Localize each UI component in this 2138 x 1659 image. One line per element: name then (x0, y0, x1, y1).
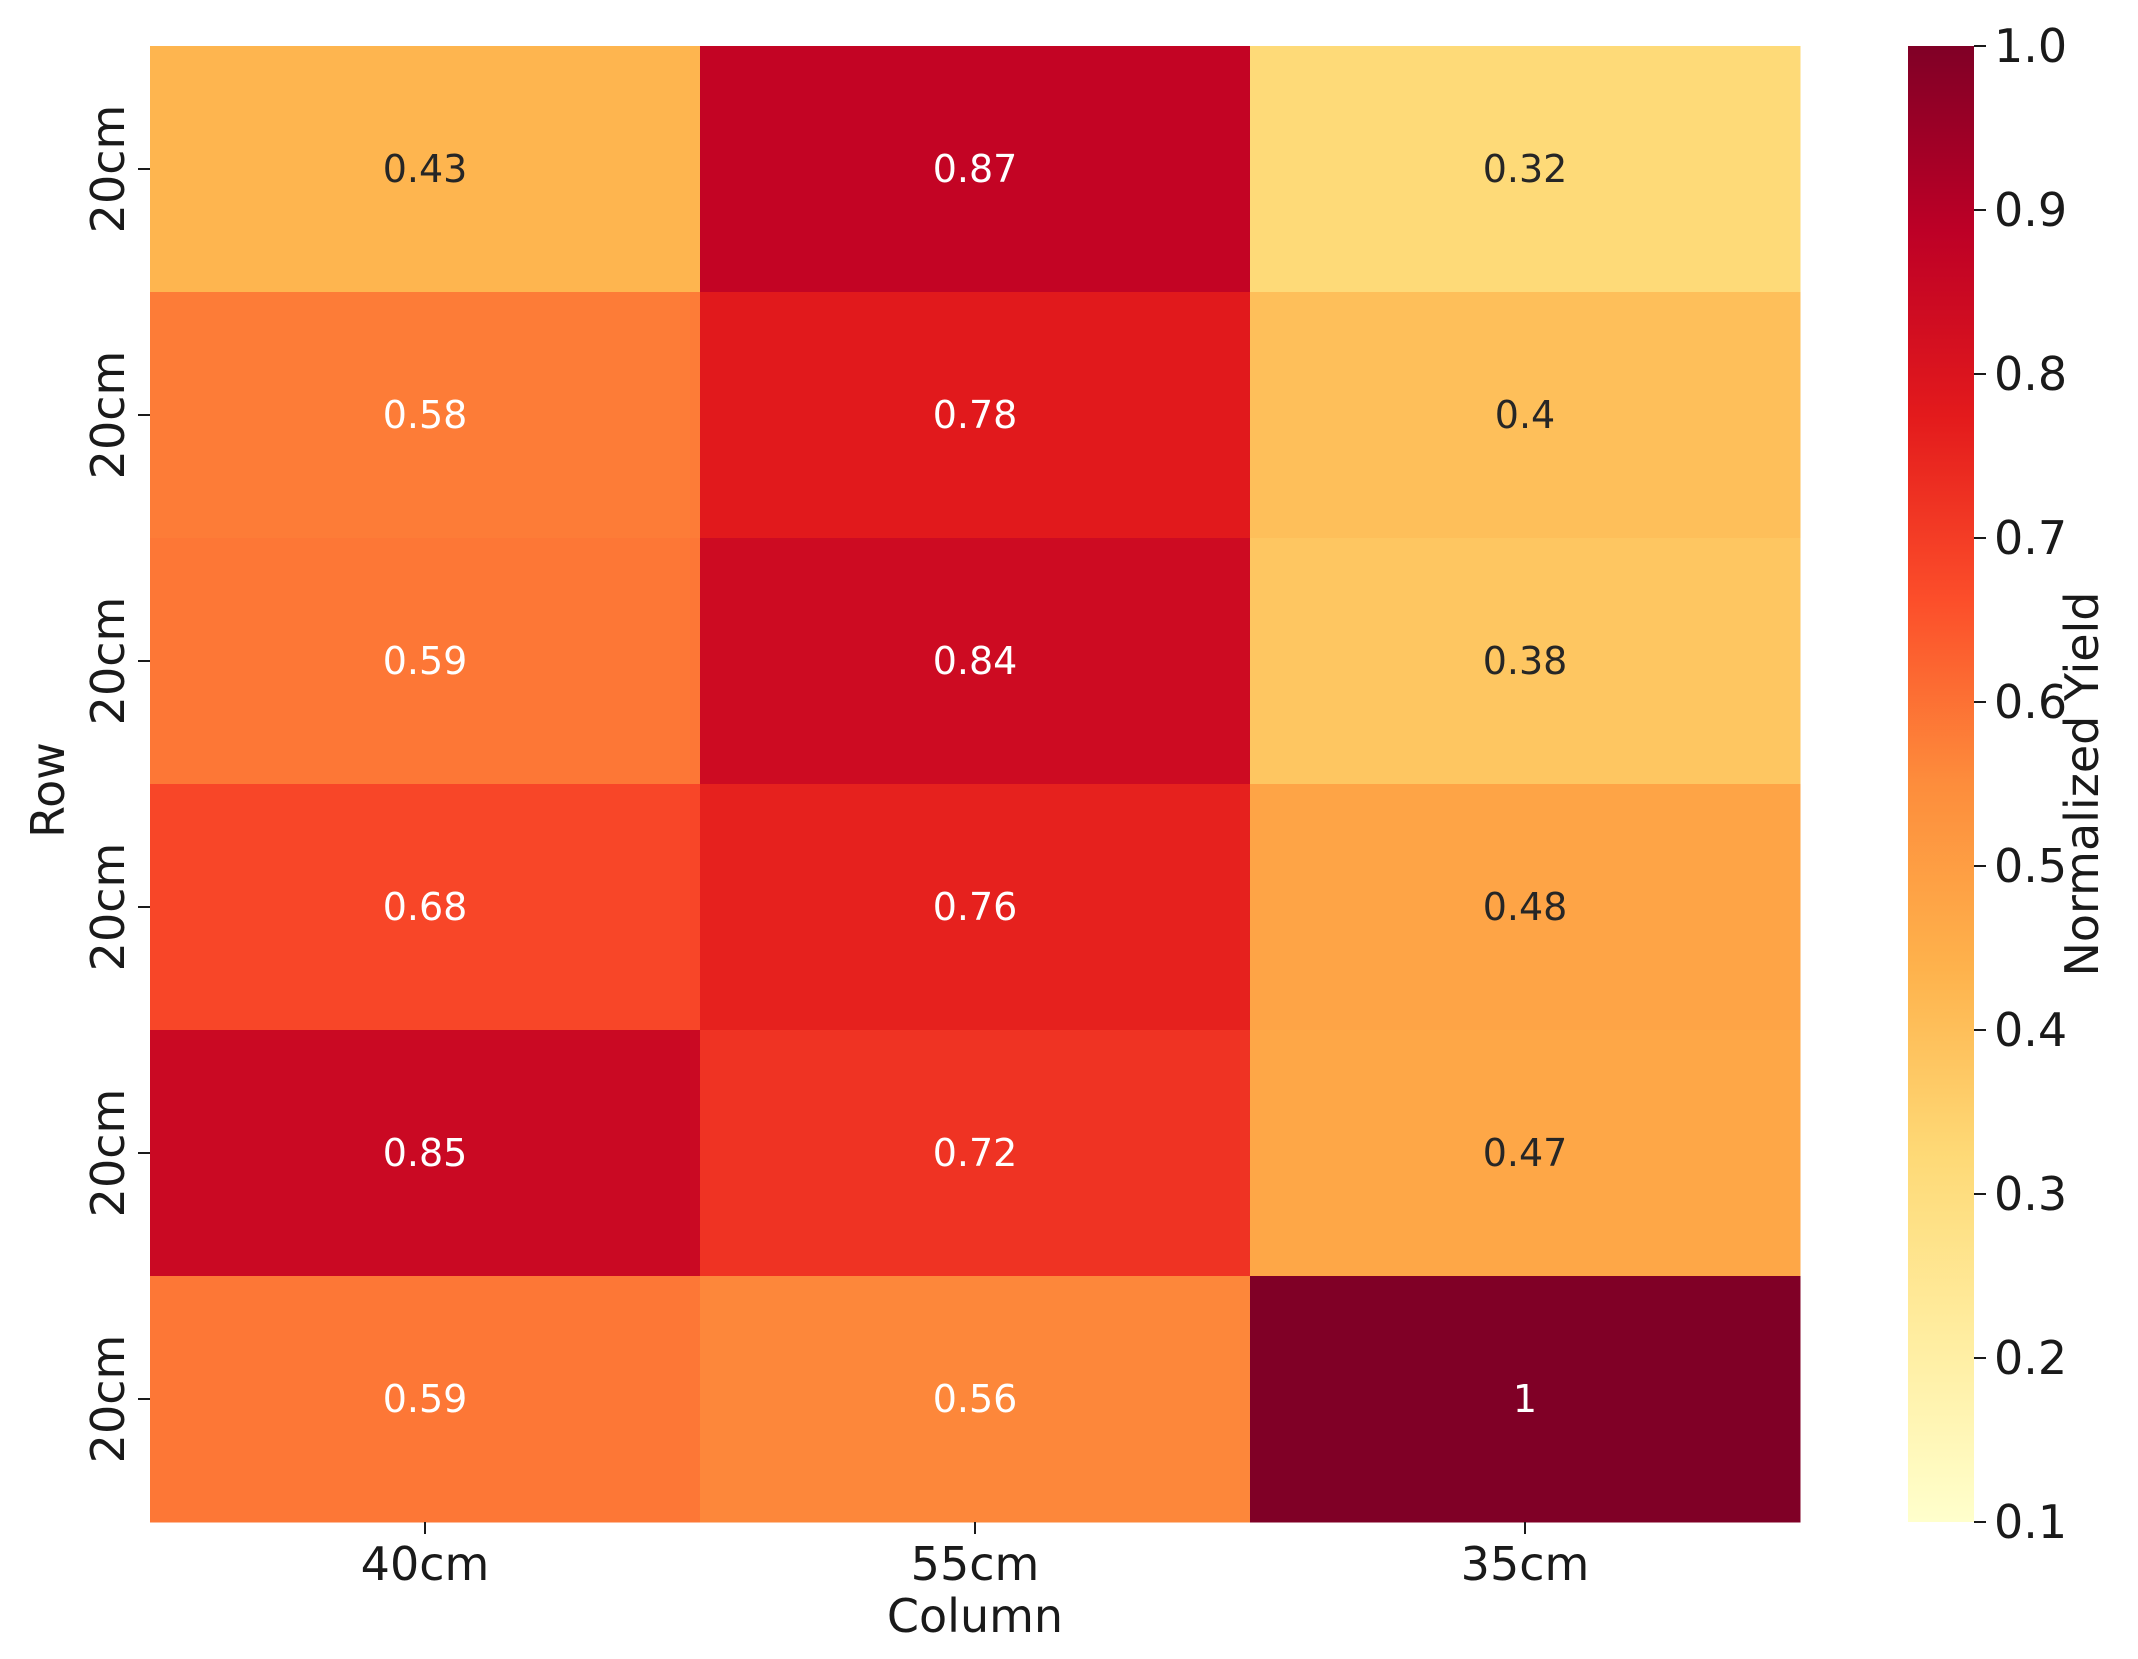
colorbar-axis: 0.1 0.2 0.3 0.4 0.5 0.6 0.7 0.8 0.9 1.0 (1974, 19, 2067, 1549)
heatmap-cell (1250, 538, 1801, 785)
cell-value-label: 0.56 (933, 1377, 1018, 1421)
heatmap-cell (700, 1030, 1251, 1277)
cell-value-label: 1 (1513, 1377, 1537, 1421)
heatmap-cell (700, 46, 1251, 293)
cell-value-label: 0.76 (933, 885, 1018, 929)
cell-value-label: 0.43 (383, 147, 468, 191)
heatmap-cell (150, 538, 701, 785)
heatmap-cell (700, 292, 1251, 539)
cell-value-label: 0.59 (383, 639, 468, 683)
cell-value-label: 0.68 (383, 885, 468, 929)
y-axis: 20cm 20cm 20cm 20cm 20cm 20cm (81, 105, 150, 1464)
x-tick-label: 55cm (911, 1537, 1040, 1591)
heatmap-cell (1250, 1030, 1801, 1277)
colorbar-tick-label: 0.2 (1994, 1331, 2067, 1385)
heatmap-cells (150, 46, 1801, 1523)
colorbar-tick-label: 0.1 (1994, 1495, 2067, 1549)
y-axis-label: Row (21, 742, 75, 838)
cell-value-label: 0.78 (933, 393, 1018, 437)
cell-value-label: 0.85 (383, 1131, 468, 1175)
heatmap-cell (1250, 46, 1801, 293)
cell-value-label: 0.59 (383, 1377, 468, 1421)
cell-value-label: 0.48 (1483, 885, 1568, 929)
heatmap-cell (1250, 292, 1801, 539)
colorbar-tick-label: 0.5 (1994, 839, 2067, 893)
cell-value-label: 0.58 (383, 393, 468, 437)
cell-value-label: 0.87 (933, 147, 1018, 191)
y-tick-label: 20cm (81, 1335, 135, 1464)
cell-value-label: 0.84 (933, 639, 1018, 683)
y-tick-label: 20cm (81, 843, 135, 972)
x-axis-label: Column (887, 1589, 1063, 1643)
y-tick-label: 20cm (81, 1089, 135, 1218)
heatmap-cell (150, 1276, 701, 1523)
cell-value-label: 0.32 (1483, 147, 1568, 191)
heatmap-cell (1250, 1276, 1801, 1523)
heatmap-cell (700, 784, 1251, 1031)
cell-annotations: 0.43 0.87 0.32 0.58 0.78 0.4 0.59 0.84 0.38 0.68 0… (383, 147, 1568, 1421)
heatmap-cell (700, 538, 1251, 785)
colorbar-tick-label: 0.8 (1994, 347, 2067, 401)
x-tick-label: 40cm (361, 1537, 490, 1591)
colorbar-tick-label: 0.3 (1994, 1167, 2067, 1221)
heatmap-cell (150, 46, 701, 293)
cell-value-label: 0.47 (1483, 1131, 1568, 1175)
cell-value-label: 0.38 (1483, 639, 1568, 683)
y-tick-label: 20cm (81, 105, 135, 234)
colorbar-tick-label: 1.0 (1994, 19, 2067, 73)
x-tick-label: 35cm (1461, 1537, 1590, 1591)
cell-value-label: 0.72 (933, 1131, 1018, 1175)
colorbar-tick-label: 0.9 (1994, 183, 2067, 237)
heatmap-cell (150, 1030, 701, 1277)
heatmap-cell (150, 292, 701, 539)
cell-value-label: 0.4 (1495, 393, 1555, 437)
heatmap-cell (150, 784, 701, 1031)
colorbar-tick-label: 0.7 (1994, 511, 2067, 565)
colorbar-tick-label: 0.4 (1994, 1003, 2067, 1057)
colorbar-label: Normalized Yield (2055, 591, 2109, 976)
y-tick-label: 20cm (81, 351, 135, 480)
heatmap-cell (700, 1276, 1251, 1523)
colorbar (1908, 46, 1974, 1522)
heatmap-cell (1250, 784, 1801, 1031)
colorbar-tick-label: 0.6 (1994, 675, 2067, 729)
y-tick-label: 20cm (81, 597, 135, 726)
x-axis: 40cm 55cm 35cm (361, 1522, 1590, 1591)
